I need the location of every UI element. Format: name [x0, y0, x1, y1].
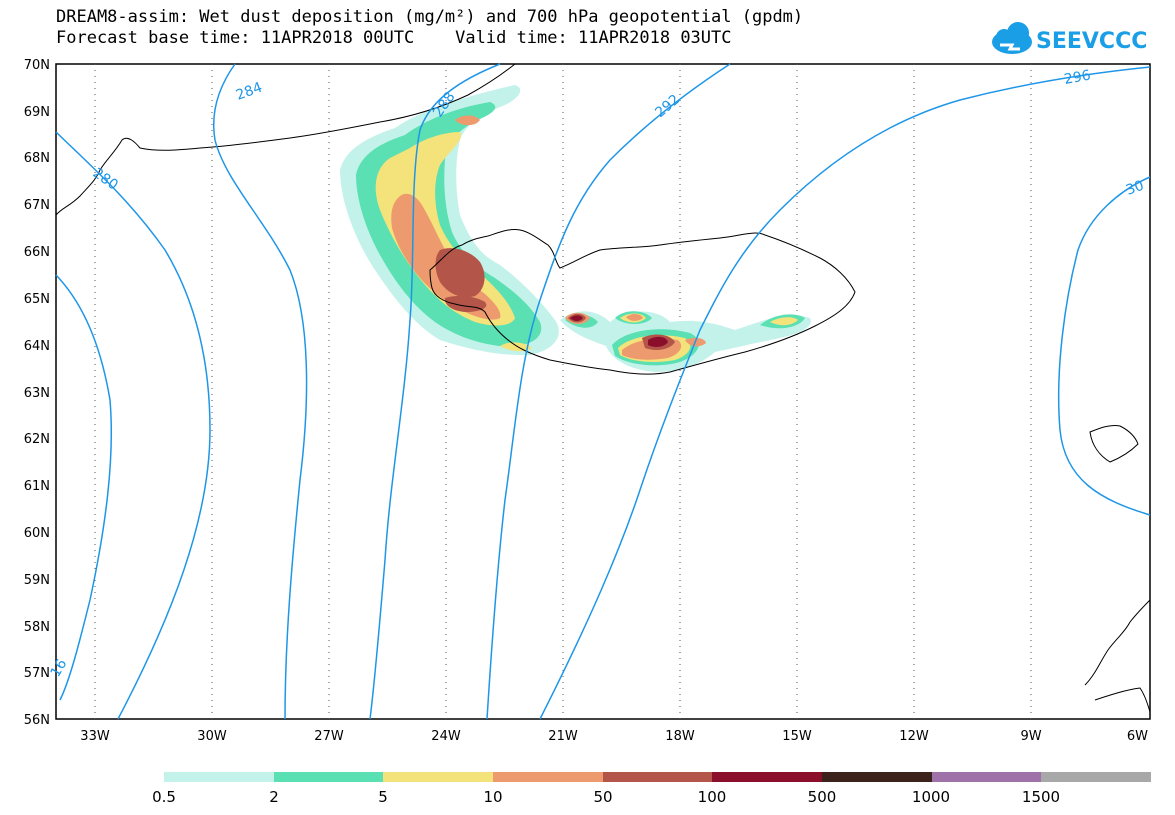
- legend-swatch: [712, 772, 823, 782]
- map-frame: [55, 63, 1151, 720]
- color-legend: [164, 772, 1152, 782]
- contour-284: [212, 63, 308, 720]
- map-subtitle: Forecast base time: 11APR2018 00UTC Vali…: [56, 28, 732, 48]
- contour-296: [539, 66, 1151, 720]
- legend-swatch: [383, 772, 494, 782]
- contour-288: [369, 63, 501, 720]
- lon-label: 15W: [782, 729, 812, 744]
- lat-label: 57N: [24, 666, 50, 681]
- logo-text: SEEVCCC: [1036, 29, 1147, 54]
- lat-label: 60N: [24, 526, 50, 541]
- lat-label: 63N: [24, 386, 50, 401]
- legend-swatch: [273, 772, 384, 782]
- contour-label-30: 30: [1124, 178, 1146, 199]
- lat-label: 64N: [24, 339, 50, 354]
- lon-label: 33W: [80, 729, 110, 744]
- lon-label: 21W: [548, 729, 578, 744]
- lon-label: 18W: [665, 729, 695, 744]
- contour-280: [55, 131, 211, 720]
- legend-swatch: [1041, 772, 1152, 782]
- legend-label: 2: [269, 788, 279, 806]
- legend-label: 10: [483, 788, 503, 806]
- legend-swatch: [931, 772, 1042, 782]
- contour-label-16: 16: [48, 656, 71, 680]
- lon-label: 24W: [431, 729, 461, 744]
- lat-label: 58N: [24, 620, 50, 635]
- legend-swatch: [164, 772, 274, 782]
- cloud-icon: [992, 22, 1032, 54]
- coastlines: [55, 63, 1151, 713]
- lon-label: 27W: [314, 729, 344, 744]
- legend-label: 50: [593, 788, 613, 806]
- contour-label-296: 296: [1063, 68, 1092, 88]
- lon-label: 9W: [1020, 729, 1041, 744]
- lon-label: 30W: [197, 729, 227, 744]
- lat-label: 68N: [24, 151, 50, 166]
- lat-label: 67N: [24, 198, 50, 213]
- lon-label: 12W: [899, 729, 929, 744]
- dust-deposition-shading: [340, 85, 811, 372]
- contour-labels: 284 280 288 292 296 30 16: [48, 68, 1147, 680]
- legend-label: 100: [697, 788, 727, 806]
- geopotential-contours: [55, 63, 1151, 720]
- longitude-labels: 33W 30W 27W 24W 21W 18W 15W 12W 9W 6W: [80, 729, 1148, 744]
- contour-label-284: 284: [234, 80, 265, 104]
- lat-label: 69N: [24, 105, 50, 120]
- legend-swatch: [602, 772, 713, 782]
- legend-label: 500: [807, 788, 837, 806]
- contour-292: [486, 63, 731, 720]
- faroe-coast: [1089, 425, 1139, 463]
- legend-label: 1500: [1021, 788, 1061, 806]
- deposition-100b: [570, 315, 583, 321]
- scotland-coast: [1084, 599, 1151, 713]
- lat-label: 61N: [24, 479, 50, 494]
- lon-label: 6W: [1127, 729, 1148, 744]
- deposition-100: [648, 336, 668, 347]
- legend-swatch: [493, 772, 603, 782]
- legend-label: 0.5: [152, 788, 176, 806]
- graticule: [94, 64, 1032, 719]
- deposition-50: [435, 248, 485, 298]
- legend-label: 1000: [911, 788, 951, 806]
- lat-label: 56N: [24, 713, 50, 728]
- latitude-labels: 70N 69N 68N 67N 66N 65N 64N 63N 62N 61N …: [24, 58, 50, 728]
- contour-276: [55, 274, 113, 701]
- lat-label: 62N: [24, 432, 50, 447]
- map-title: DREAM8-assim: Wet dust deposition (mg/m²…: [56, 7, 804, 27]
- lat-label: 65N: [24, 292, 50, 307]
- lat-label: 66N: [24, 245, 50, 260]
- lat-label: 70N: [24, 58, 50, 73]
- greenland-coast: [55, 63, 516, 216]
- seevccc-logo: SEEVCCC: [992, 22, 1147, 54]
- legend-label: 5: [378, 788, 388, 806]
- lat-label: 59N: [24, 573, 50, 588]
- legend-swatch: [822, 772, 932, 782]
- contour-300: [1057, 176, 1151, 516]
- iceland-coast: [429, 229, 856, 375]
